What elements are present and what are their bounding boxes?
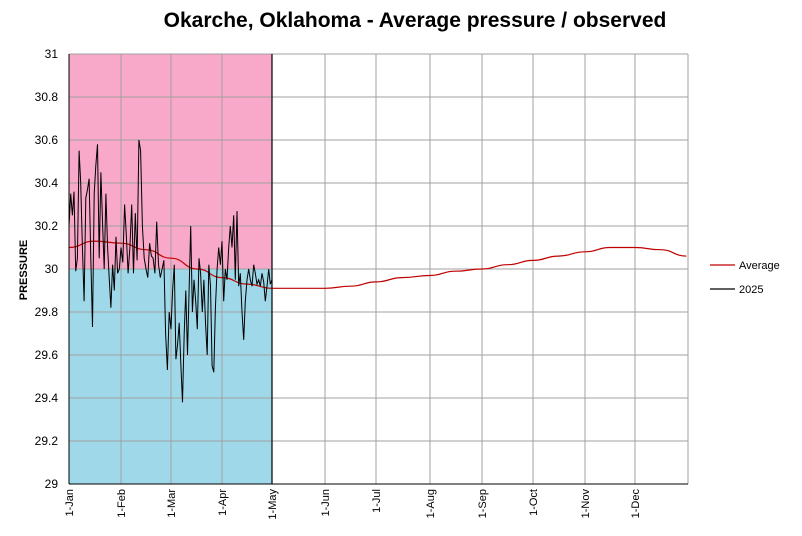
x-tick-label: 1-Apr (217, 489, 229, 516)
observed-series (68, 54, 273, 484)
y-tick-label: 30.4 (35, 176, 59, 190)
x-tick-label: 1-Jul (371, 489, 383, 513)
chart-title: Okarche, Oklahoma - Average pressure / o… (163, 9, 667, 32)
x-tick-label: 1-Nov (580, 489, 592, 519)
y-tick-label: 29.2 (35, 434, 59, 448)
y-tick-label: 29.4 (35, 391, 59, 405)
y-tick-labels: 31 30.8 30.6 30.4 30.2 30 29.8 29.6 29.4 29.2 29 (35, 47, 59, 491)
average-series (68, 240, 687, 289)
y-tick-label: 30.6 (35, 133, 59, 147)
legend-average-label: Average (739, 260, 780, 272)
x-tick-label: 1-May (267, 489, 279, 520)
y-tick-label: 29 (45, 477, 59, 491)
legend-2025-label: 2025 (739, 284, 763, 296)
x-tick-label: 1-Oct (528, 489, 540, 516)
y-tick-label: 29.6 (35, 348, 59, 362)
x-tick-labels: 1-Jan 1-Feb 1-Mar 1-Apr 1-May 1-Jun 1-Jul 1-Aug… (64, 489, 642, 520)
y-tick-label: 29.8 (35, 305, 59, 319)
legend: Average 2025 (710, 260, 780, 296)
axes (68, 54, 688, 485)
x-tick-label: 1-Mar (166, 489, 178, 518)
y-tick-label: 30 (45, 262, 59, 276)
x-tick-label: 1-Jan (64, 489, 76, 517)
average-line (68, 240, 687, 289)
x-tick-label: 1-Dec (630, 489, 642, 519)
y-axis-label: PRESSURE (18, 240, 30, 301)
y-tick-label: 30.8 (35, 90, 59, 104)
x-tick-label: 1-Feb (116, 489, 128, 518)
y-tick-label: 31 (45, 47, 59, 61)
x-tick-label: 1-Sep (477, 489, 489, 518)
y-tick-label: 30.2 (35, 219, 59, 233)
x-tick-label: 1-Aug (425, 489, 437, 518)
observed-2025-line (68, 139, 273, 403)
x-tick-label: 1-Jun (320, 489, 332, 517)
